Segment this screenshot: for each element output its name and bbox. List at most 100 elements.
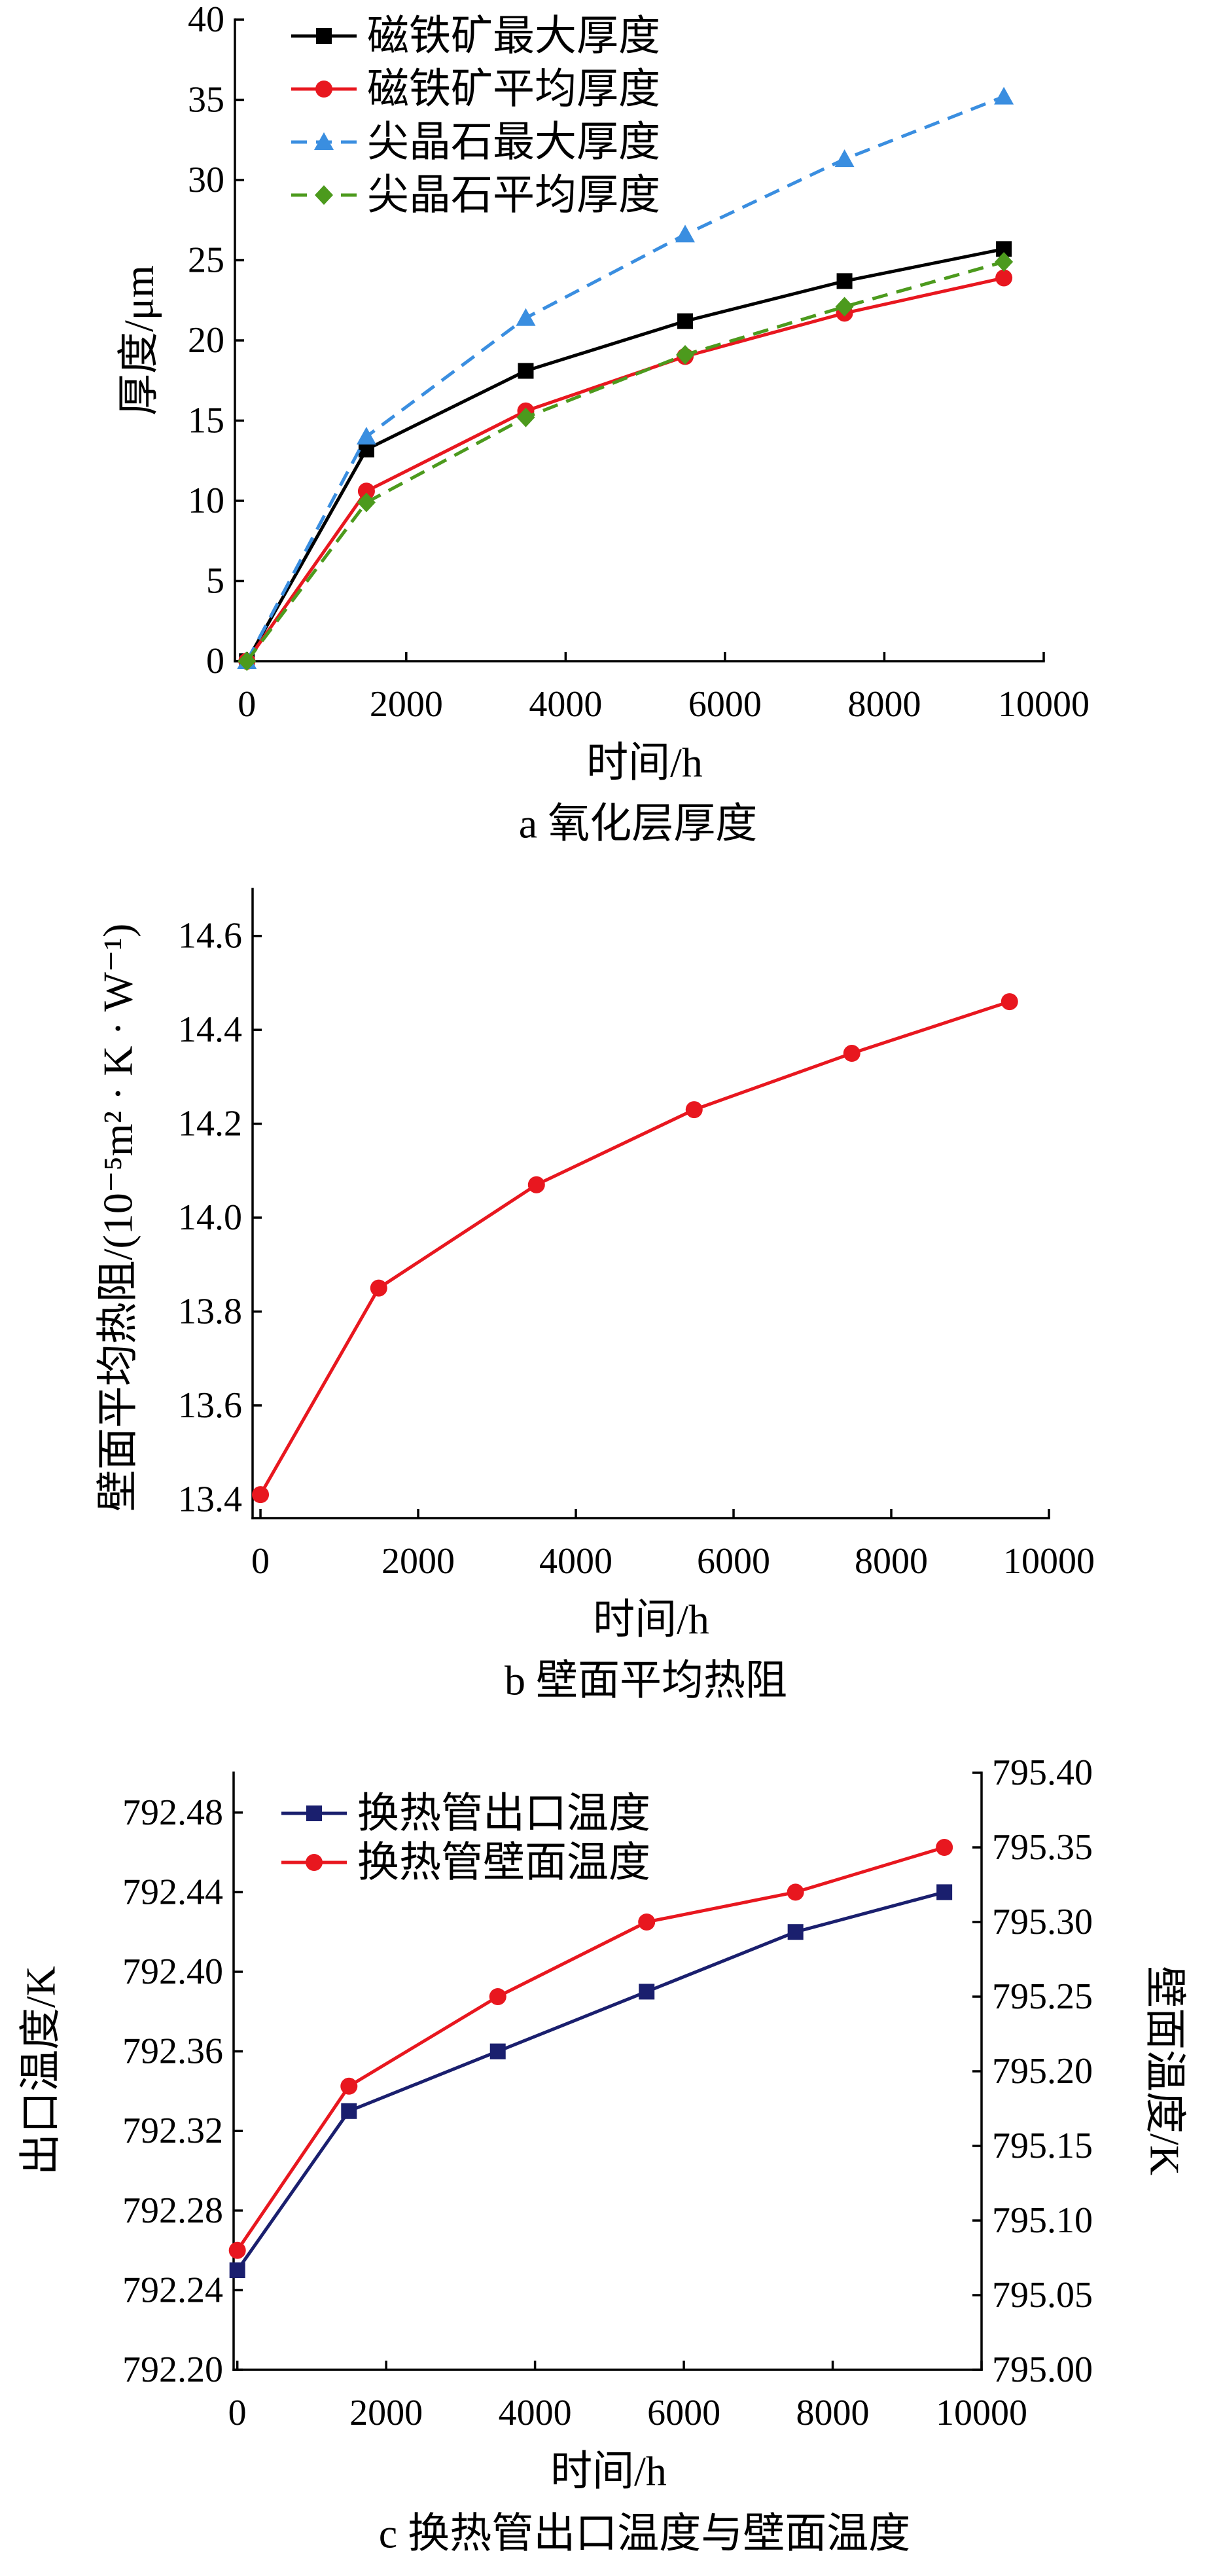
x-tick-label: 2000	[381, 1541, 455, 1582]
y-tick-label: 792.24	[122, 2270, 223, 2310]
legend-entry: 磁铁矿平均厚度	[291, 66, 660, 113]
series-1-point-5	[836, 273, 853, 289]
series-4-point-1	[238, 651, 257, 671]
y-tick-label: 40	[188, 0, 224, 40]
x-tick-label: 8000	[796, 2393, 870, 2433]
y-tick-label: 13.4	[178, 1479, 242, 1519]
y-tick-label: 13.6	[178, 1385, 242, 1426]
x-tick-label: 8000	[855, 1541, 928, 1582]
legend-label: 换热管出口温度	[357, 1790, 650, 1837]
y-tick-label: 20	[188, 320, 224, 361]
legend-label: 磁铁矿最大厚度	[367, 13, 660, 60]
legend-entry: 尖晶石最大厚度	[291, 119, 660, 166]
axes: 0 2000 4000 6000 8000 10000 792.20 792.24 792.28…	[122, 1752, 1093, 2433]
panel-c-caption: c 换热管出口温度与壁面温度	[379, 2511, 910, 2557]
x-tick-label: 10000	[936, 2393, 1027, 2433]
plot-area	[252, 993, 1018, 1504]
series-1-line	[258, 1000, 1010, 1496]
series-1-line	[236, 1890, 945, 2272]
x-tick-label: 0	[238, 684, 256, 725]
y-tick-label: 792.32	[122, 2111, 223, 2151]
series-4-point-4	[676, 345, 695, 365]
axes: 0 2000 4000 6000 8000 10000 13.4 13.6 13.8 14.0 14…	[178, 888, 1095, 1582]
right-y-tick-label: 795.15	[992, 2126, 1093, 2166]
panel-a-oxide-thickness-chart: 时间/h 厚度/μm a 氧化层厚度 0 2000 4000 6000 8000 1000…	[116, 0, 1090, 847]
series-2-point-2	[357, 482, 375, 500]
series-2-point-1	[228, 2241, 246, 2259]
series-3-point-4	[675, 225, 696, 243]
legend-entry: 换热管壁面温度	[281, 1840, 650, 1886]
series-4-point-5	[835, 297, 854, 317]
legend-swatch-marker	[315, 81, 332, 98]
y-tick-label: 35	[188, 80, 224, 120]
series-3-line	[245, 95, 1005, 662]
x-tick-label: 0	[228, 2393, 247, 2433]
series-1-point-2	[370, 1279, 387, 1297]
legend-entry: 尖晶石平均厚度	[291, 172, 660, 219]
legend-swatch-marker	[314, 132, 334, 150]
y-tick-label: 14.0	[178, 1197, 242, 1238]
x-tick-label: 0	[251, 1541, 270, 1582]
panel-b-thermal-resistance-chart: 时间/h 壁面平均热阻/(10⁻⁵m² · K · W⁻¹) b 壁面平均热阻 …	[95, 888, 1095, 1704]
legend-swatch-marker	[306, 1805, 322, 1821]
x-tick-label: 6000	[647, 2393, 720, 2433]
panel-c-left-y-axis-title: 出口温度/K	[18, 1966, 64, 2175]
series-1-point-3	[489, 2043, 506, 2059]
series-1-point-1	[229, 2262, 245, 2278]
series-2-point-5	[787, 1883, 804, 1901]
series-2-point-6	[995, 269, 1013, 287]
panel-b-caption: b 壁面平均热阻	[505, 1658, 787, 1704]
axes: 0 2000 4000 6000 8000 10000 0 5 10 15 20 25 30 35 40	[188, 0, 1090, 725]
series-4-point-2	[357, 492, 376, 513]
legend-label: 换热管壁面温度	[357, 1840, 650, 1886]
plot-area	[228, 1839, 953, 2278]
x-tick-label: 6000	[688, 684, 762, 725]
series-1-point-5	[787, 1924, 804, 1940]
right-y-tick-label: 795.25	[992, 1976, 1093, 2017]
y-tick-label: 792.28	[122, 2190, 223, 2231]
series-2-point-6	[936, 1839, 953, 1856]
x-tick-label: 4000	[529, 684, 602, 725]
x-tick-label: 6000	[697, 1541, 770, 1582]
x-tick-label: 2000	[349, 2393, 423, 2433]
series-4-point-3	[516, 407, 535, 427]
panel-a-x-axis-title: 时间/h	[586, 740, 703, 786]
legend-swatch-marker	[315, 185, 333, 205]
series-2-line	[236, 1845, 945, 2252]
legend-swatch-marker	[306, 1854, 323, 1871]
right-y-tick-label: 795.40	[992, 1752, 1093, 1793]
series-4-point-6	[995, 251, 1014, 272]
y-tick-label: 5	[206, 561, 224, 602]
y-tick-label: 30	[188, 160, 224, 200]
right-y-tick-label: 795.00	[992, 2349, 1093, 2390]
y-tick-label: 13.8	[178, 1291, 242, 1332]
series-3-point-6	[994, 86, 1014, 105]
y-tick-label: 0	[206, 641, 224, 681]
legend-entry: 换热管出口温度	[281, 1790, 650, 1837]
y-tick-label: 792.48	[122, 1792, 223, 1833]
right-y-tick-label: 795.05	[992, 2275, 1093, 2315]
x-tick-label: 10000	[998, 684, 1090, 725]
legend-label: 磁铁矿平均厚度	[367, 66, 660, 113]
plot-area	[237, 86, 1014, 671]
y-tick-label: 792.44	[122, 1872, 223, 1912]
legend-label: 尖晶石最大厚度	[367, 119, 660, 166]
x-tick-label: 2000	[370, 684, 443, 725]
series-1-line	[245, 247, 1004, 662]
y-tick-label: 14.4	[178, 1009, 242, 1050]
series-3-point-5	[834, 149, 855, 168]
x-tick-label: 4000	[499, 2393, 572, 2433]
series-2-line	[245, 276, 1004, 662]
series-3-point-2	[356, 427, 376, 444]
y-tick-label: 792.36	[122, 2031, 223, 2072]
y-tick-label: 25	[188, 240, 224, 281]
panel-b-x-axis-title: 时间/h	[593, 1597, 709, 1643]
series-1-point-4	[639, 1984, 655, 2000]
panel-c-right-y-axis-title: 壁面温度/K	[1142, 1966, 1188, 2175]
series-1-point-4	[677, 313, 694, 329]
y-tick-label: 14.6	[178, 916, 242, 956]
legend-label: 尖晶石平均厚度	[367, 172, 660, 219]
panel-c-temperature-chart: 时间/h 出口温度/K 壁面温度/K c 换热管出口温度与壁面温度 0 2000 4…	[18, 1752, 1188, 2557]
